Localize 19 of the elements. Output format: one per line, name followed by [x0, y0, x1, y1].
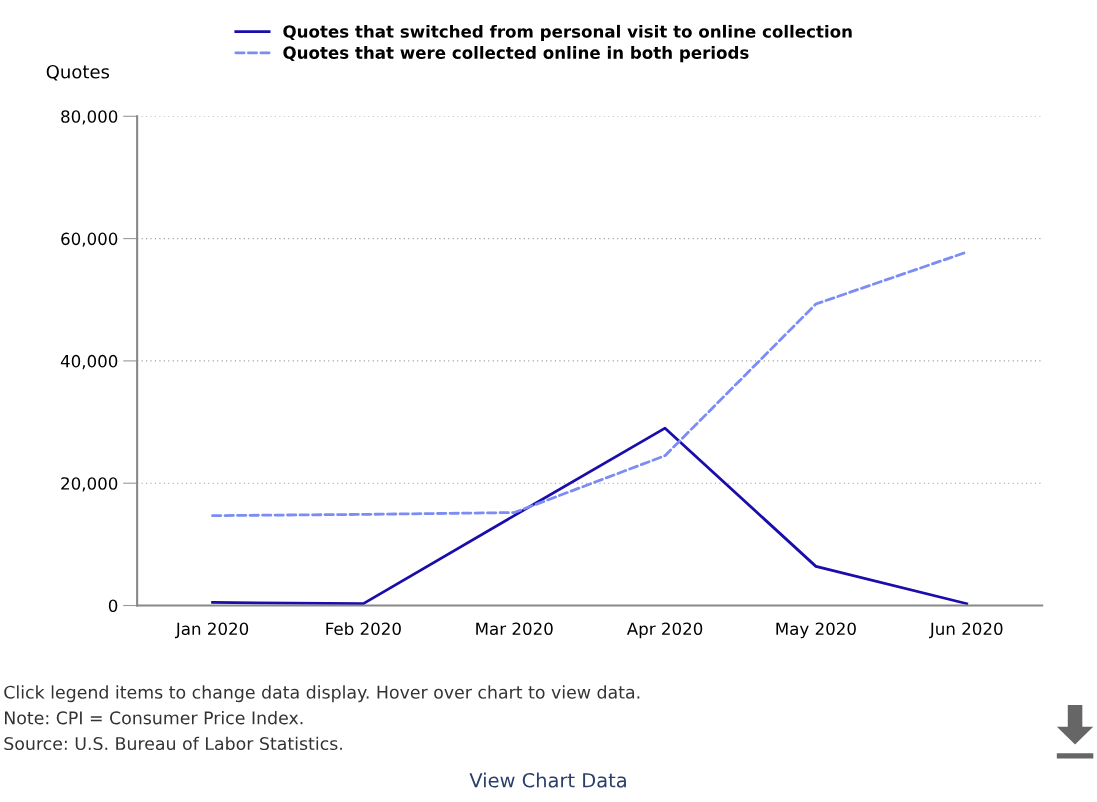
y-tick-label: 60,000 [61, 232, 118, 247]
x-tick-label: Jan 2020 [174, 622, 249, 639]
source-note: Source: U.S. Bureau of Labor Statistics. [4, 736, 342, 751]
y-tick-label: 20,000 [61, 477, 118, 492]
legend-label: Quotes that were collected online in both periods [283, 46, 749, 63]
x-tick-label: Apr 2020 [626, 622, 703, 639]
y-tick-label: 80,000 [61, 110, 118, 125]
y-tick-label: 40,000 [60, 354, 118, 370]
y-tick-label: 0 [108, 599, 118, 613]
x-tick-label: Jun 2020 [928, 622, 1003, 639]
x-tick-label: Mar 2020 [476, 622, 553, 636]
y-axis-title: Quotes [46, 64, 110, 81]
x-tick-label: May 2020 [776, 622, 856, 639]
text: Note: CPI = Consumer Price Index. [4, 710, 303, 725]
text: Click legend items to change data display. Hover over chart to view data. [4, 685, 640, 703]
line-series [211, 426, 969, 606]
text: View Chart Data [469, 772, 626, 788]
legend-label: Quotes that switched from personal visit to online collection [283, 24, 852, 42]
x-tick-label: Feb 2020 [326, 622, 401, 636]
